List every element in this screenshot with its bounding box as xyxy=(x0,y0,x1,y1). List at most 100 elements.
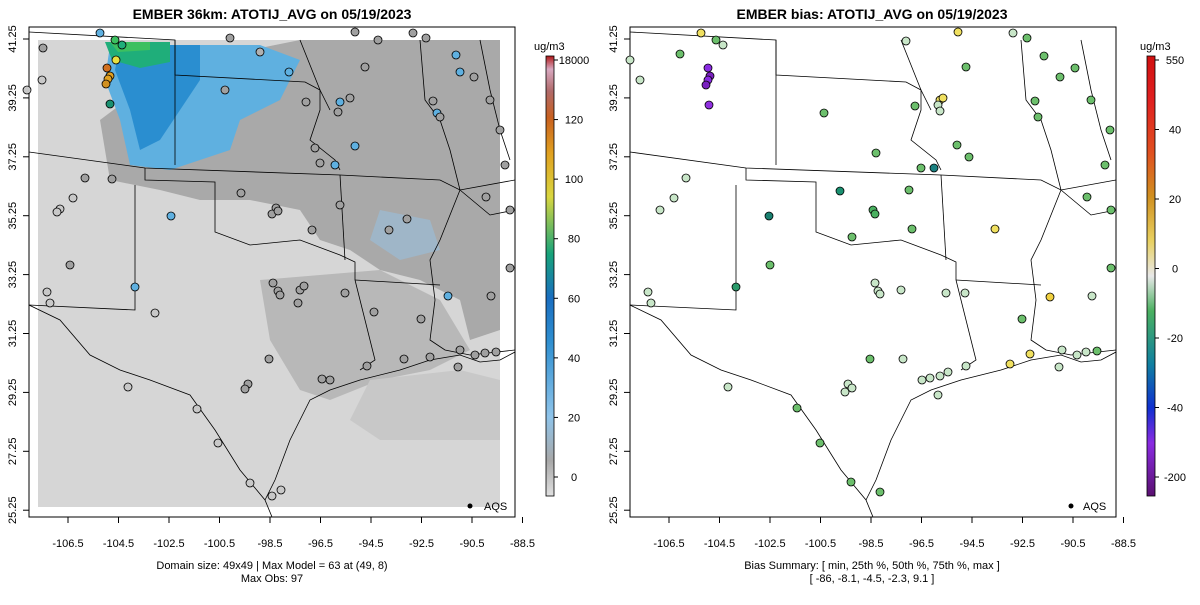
x-tick-label: -96.5 xyxy=(909,538,934,550)
bias-point xyxy=(1087,291,1097,301)
bias-point xyxy=(847,383,857,393)
obs-point xyxy=(102,63,112,73)
left-caption-line2: Max Obs: 97 xyxy=(241,573,303,585)
y-tick-label: 25.25 xyxy=(608,496,620,524)
bias-point xyxy=(815,438,825,448)
obs-point xyxy=(486,291,496,301)
obs-point xyxy=(107,174,117,184)
bias-point xyxy=(675,49,685,59)
obs-point xyxy=(360,62,370,72)
left-colorbar-units: ug/m3 xyxy=(534,41,565,53)
obs-point xyxy=(481,192,491,202)
obs-point xyxy=(105,99,115,109)
right-obs-points xyxy=(625,27,1116,497)
obs-point xyxy=(421,33,431,43)
obs-point xyxy=(192,404,202,414)
bias-point xyxy=(917,375,927,385)
bias-point xyxy=(701,80,711,90)
model-grey-south xyxy=(260,270,470,400)
bias-point xyxy=(711,35,721,45)
obs-point xyxy=(68,193,78,203)
bias-point xyxy=(1008,28,1018,38)
obs-point xyxy=(123,382,133,392)
right-title: EMBER bias: ATOTIJ_AVG on 05/19/2023 xyxy=(736,6,1007,22)
bias-point xyxy=(1005,359,1015,369)
bias-point xyxy=(1057,345,1067,355)
obs-point xyxy=(95,28,105,38)
bias-point xyxy=(870,209,880,219)
obs-point xyxy=(37,75,47,85)
left-map-panel: EMBER 36km: ATOTIJ_AVG on 05/19/2023 xyxy=(7,6,589,585)
bias-point xyxy=(1105,125,1115,135)
obs-point xyxy=(315,158,325,168)
obs-point xyxy=(275,290,285,300)
right-colorbar-ticks: 550 40 20 0 -20 -40 -200 xyxy=(1155,55,1186,484)
x-tick-label: -104.5 xyxy=(704,538,735,550)
colorbar-tick-label: 20 xyxy=(568,412,580,424)
bias-point xyxy=(765,260,775,270)
obs-point xyxy=(117,40,127,50)
bias-point xyxy=(704,100,714,110)
obs-point xyxy=(373,35,383,45)
bias-point xyxy=(846,477,856,487)
obs-point xyxy=(399,354,409,364)
y-tick-label: 37.25 xyxy=(7,143,19,171)
bias-point xyxy=(840,387,850,397)
obs-point xyxy=(443,291,453,301)
bias-point xyxy=(1086,95,1096,105)
right-aqs-legend-label: AQS xyxy=(1083,501,1106,513)
bias-point xyxy=(1033,112,1043,122)
bias-point xyxy=(1055,72,1065,82)
bias-point xyxy=(1070,63,1080,73)
obs-point xyxy=(333,107,343,117)
y-tick-label: 27.25 xyxy=(608,438,620,466)
bias-point xyxy=(875,289,885,299)
bias-point xyxy=(835,186,845,196)
obs-point xyxy=(80,173,90,183)
x-tick-label: -90.5 xyxy=(459,538,484,550)
obs-point xyxy=(451,50,461,60)
obs-point xyxy=(453,362,463,372)
obs-point xyxy=(268,278,278,288)
obs-point xyxy=(500,160,510,170)
y-tick-label: 29.25 xyxy=(7,379,19,407)
x-tick-label: -98.5 xyxy=(257,538,282,550)
bias-point xyxy=(1054,362,1064,372)
obs-point xyxy=(469,72,479,82)
bias-point xyxy=(718,40,728,50)
right-colorbar-units: ug/m3 xyxy=(1140,41,1171,53)
obs-point xyxy=(455,67,465,77)
bias-point xyxy=(990,224,1000,234)
colorbar-tick-label: 60 xyxy=(568,293,580,305)
obs-point xyxy=(491,347,501,357)
obs-point xyxy=(470,350,480,360)
obs-point xyxy=(240,384,250,394)
right-colorbar xyxy=(1146,55,1156,497)
obs-point xyxy=(45,298,55,308)
bias-point xyxy=(961,361,971,371)
y-tick-label: 31.25 xyxy=(7,320,19,348)
bias-point xyxy=(847,232,857,242)
left-caption-line1: Domain size: 49x49 | Max Model = 63 at (… xyxy=(156,560,387,572)
bias-point xyxy=(960,288,970,298)
obs-point xyxy=(408,28,418,38)
bias-point xyxy=(935,371,945,381)
colorbar-tick-label: 550 xyxy=(1166,55,1184,67)
bias-point xyxy=(643,287,653,297)
bias-point xyxy=(916,163,926,173)
bias-point xyxy=(925,373,935,383)
bias-point xyxy=(792,403,802,413)
x-tick-label: -102.5 xyxy=(754,538,785,550)
obs-point xyxy=(293,298,303,308)
obs-point xyxy=(362,361,372,371)
model-blue-core xyxy=(115,45,200,150)
obs-point xyxy=(213,438,223,448)
obs-point xyxy=(505,205,515,215)
obs-point xyxy=(402,214,412,224)
x-tick-label: -104.5 xyxy=(103,538,134,550)
bias-point xyxy=(1030,96,1040,106)
bias-point xyxy=(681,173,691,183)
obs-point xyxy=(485,95,495,105)
obs-point xyxy=(317,374,327,384)
y-tick-label: 41.25 xyxy=(608,25,620,53)
